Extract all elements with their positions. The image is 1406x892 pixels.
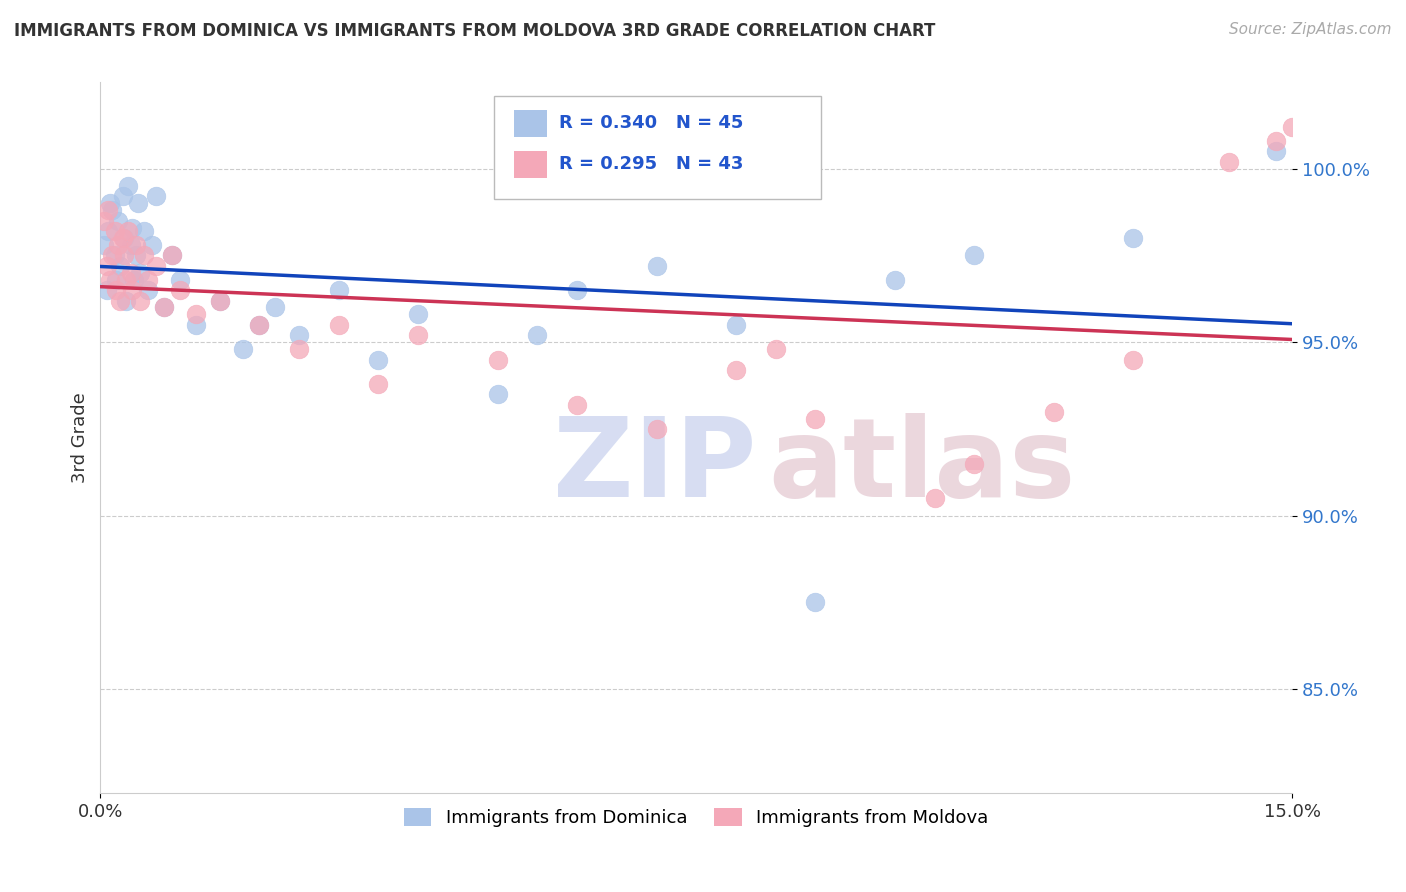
Immigrants from Moldova [132,248,155,262]
Immigrants from Dominica [96,283,118,297]
Immigrants from Dominica [127,196,149,211]
Immigrants from Dominica [136,283,159,297]
Text: ZIP: ZIP [553,413,756,519]
Immigrants from Moldova [111,231,134,245]
Immigrants from Dominica [724,318,747,332]
Immigrants from Dominica [114,293,136,308]
Immigrants from Moldova [105,283,128,297]
Immigrants from Dominica [1122,231,1144,245]
Immigrants from Dominica [367,352,389,367]
Immigrants from Moldova [963,457,986,471]
Immigrants from Moldova [328,318,350,332]
Immigrants from Dominica [804,595,827,609]
Immigrants from Moldova [924,491,946,506]
Text: R = 0.340   N = 45: R = 0.340 N = 45 [560,114,744,132]
Immigrants from Moldova [565,398,588,412]
Immigrants from Dominica [247,318,270,332]
Immigrants from Dominica [169,273,191,287]
Immigrants from Dominica [288,328,311,343]
Immigrants from Dominica [883,273,905,287]
Immigrants from Moldova [406,328,429,343]
Immigrants from Dominica [526,328,548,343]
Text: IMMIGRANTS FROM DOMINICA VS IMMIGRANTS FROM MOLDOVA 3RD GRADE CORRELATION CHART: IMMIGRANTS FROM DOMINICA VS IMMIGRANTS F… [14,22,935,40]
Immigrants from Dominica [93,238,115,252]
Immigrants from Dominica [125,248,148,262]
Immigrants from Dominica [565,283,588,297]
Immigrants from Moldova [145,259,167,273]
Immigrants from Moldova [98,273,121,287]
Immigrants from Moldova [184,307,207,321]
Immigrants from Dominica [141,238,163,252]
Immigrants from Dominica [122,273,145,287]
Immigrants from Dominica [110,259,132,273]
Immigrants from Moldova [120,266,142,280]
Immigrants from Moldova [208,293,231,308]
Immigrants from Moldova [486,352,509,367]
Immigrants from Dominica [264,301,287,315]
Immigrants from Moldova [101,248,124,262]
Immigrants from Dominica [98,196,121,211]
Immigrants from Moldova [1043,404,1066,418]
Immigrants from Dominica [645,259,668,273]
Immigrants from Moldova [117,224,139,238]
Immigrants from Dominica [963,248,986,262]
Immigrants from Moldova [136,273,159,287]
Immigrants from Moldova [804,411,827,425]
Immigrants from Dominica [117,179,139,194]
Y-axis label: 3rd Grade: 3rd Grade [72,392,89,483]
Immigrants from Dominica [129,266,152,280]
Immigrants from Dominica [406,307,429,321]
Immigrants from Moldova [367,376,389,391]
Immigrants from Moldova [112,248,135,262]
Immigrants from Dominica [486,387,509,401]
Bar [515,151,547,178]
FancyBboxPatch shape [494,96,821,199]
Immigrants from Moldova [114,273,136,287]
Text: atlas: atlas [768,413,1076,519]
Immigrants from Dominica [107,213,129,227]
Immigrants from Moldova [724,363,747,377]
Immigrants from Moldova [129,293,152,308]
Immigrants from Dominica [160,248,183,262]
Immigrants from Moldova [125,238,148,252]
Immigrants from Dominica [145,189,167,203]
Immigrants from Dominica [184,318,207,332]
Immigrants from Moldova [96,259,118,273]
Text: Source: ZipAtlas.com: Source: ZipAtlas.com [1229,22,1392,37]
Immigrants from Moldova [107,238,129,252]
Immigrants from Dominica [121,220,143,235]
Immigrants from Moldova [153,301,176,315]
Immigrants from Moldova [93,213,115,227]
Immigrants from Moldova [169,283,191,297]
Immigrants from Moldova [104,224,127,238]
Text: R = 0.295   N = 43: R = 0.295 N = 43 [560,155,744,173]
Legend: Immigrants from Dominica, Immigrants from Moldova: Immigrants from Dominica, Immigrants fro… [396,800,995,834]
Immigrants from Dominica [111,189,134,203]
Immigrants from Moldova [97,203,120,218]
Immigrants from Moldova [247,318,270,332]
Immigrants from Moldova [1281,120,1303,134]
Immigrants from Dominica [105,273,128,287]
Immigrants from Moldova [110,293,132,308]
Immigrants from Dominica [132,224,155,238]
Immigrants from Dominica [232,342,254,356]
Immigrants from Dominica [112,231,135,245]
Immigrants from Moldova [121,283,143,297]
Immigrants from Moldova [1122,352,1144,367]
Immigrants from Moldova [160,248,183,262]
Bar [515,110,547,136]
Immigrants from Moldova [765,342,787,356]
Immigrants from Dominica [328,283,350,297]
Immigrants from Moldova [1265,134,1288,148]
Immigrants from Dominica [208,293,231,308]
Immigrants from Dominica [120,238,142,252]
Immigrants from Moldova [645,422,668,436]
Immigrants from Dominica [101,203,124,218]
Immigrants from Dominica [1265,145,1288,159]
Immigrants from Dominica [97,224,120,238]
Immigrants from Moldova [1218,154,1240,169]
Immigrants from Dominica [104,248,127,262]
Immigrants from Dominica [153,301,176,315]
Immigrants from Moldova [288,342,311,356]
